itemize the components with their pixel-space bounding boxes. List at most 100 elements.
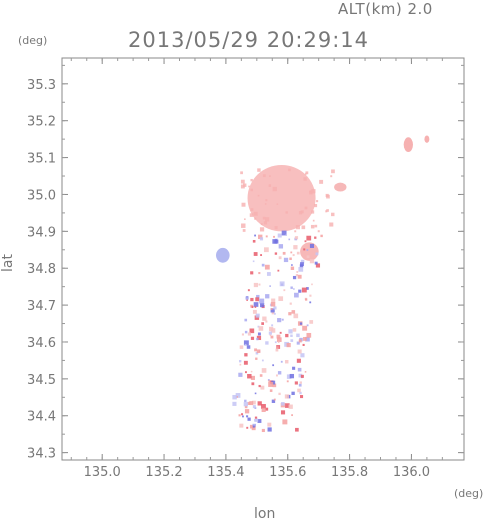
echo-speckle <box>293 245 298 250</box>
echo-speckle <box>259 237 264 241</box>
echo-speckle <box>239 423 244 428</box>
echo-speckle <box>261 263 265 267</box>
echo-speckle <box>299 381 302 384</box>
echo-speckle <box>251 306 254 309</box>
echo-speckle <box>288 329 293 334</box>
echo-speckle <box>311 189 316 194</box>
echo-speckle <box>290 266 295 270</box>
echo-speckle <box>273 306 277 310</box>
echo-speckle <box>286 380 289 383</box>
echo-speckle <box>294 381 298 385</box>
echo-speckle <box>277 341 280 344</box>
echo-speckle <box>254 348 257 352</box>
echo-speckle <box>331 212 335 217</box>
echo-speckle <box>298 339 302 343</box>
echo-speckle <box>254 418 257 422</box>
echo-speckle <box>302 325 308 331</box>
echo-speckle <box>280 360 283 363</box>
echo-speckle <box>299 391 302 395</box>
echo-speckle <box>257 168 261 172</box>
echo-speckle <box>288 168 291 172</box>
echo-speckle <box>257 194 260 197</box>
echo-speckle <box>304 206 308 210</box>
echo-speckle <box>309 294 312 297</box>
echo-speckle <box>281 402 285 406</box>
y-tick-label: 34.6 <box>27 336 56 351</box>
echo-speckle <box>283 257 289 263</box>
echo-speckle <box>306 332 312 338</box>
west-patch <box>215 247 230 263</box>
echo-speckle <box>254 234 257 237</box>
echo-speckle <box>258 384 261 388</box>
echo-speckle <box>258 283 261 286</box>
y-tick-label: 34.9 <box>27 225 56 240</box>
echo-speckle <box>268 380 271 382</box>
echo-speckle <box>326 209 329 212</box>
echo-speckle <box>270 335 274 339</box>
echo-speckle <box>292 328 297 332</box>
echo-speckle <box>305 171 309 175</box>
echo-speckle <box>267 379 270 381</box>
echo-speckle <box>259 374 263 377</box>
echo-speckle <box>279 281 285 287</box>
echo-speckle <box>242 415 244 418</box>
echo-speckle <box>241 202 246 207</box>
echo-speckle <box>305 336 310 342</box>
echo-speckle <box>259 298 265 304</box>
echo-speckle <box>252 425 255 428</box>
echo-speckle <box>292 366 296 370</box>
echo-speckle <box>245 296 249 300</box>
echo-speckle <box>294 230 297 233</box>
x-tick-label: 135.6 <box>269 465 306 480</box>
echo-speckle <box>242 229 246 232</box>
echo-speckle <box>313 204 318 208</box>
echo-speckle <box>244 218 246 220</box>
echo-speckle <box>268 184 272 187</box>
echo-speckle <box>284 394 289 399</box>
echo-speckle <box>293 288 295 290</box>
echo-speckle <box>298 211 303 215</box>
echo-speckle <box>271 324 274 327</box>
echo-speckle <box>302 337 307 341</box>
echo-speckle <box>240 179 245 184</box>
ne-patch-2 <box>424 135 430 143</box>
y-tick-label: 34.8 <box>27 262 56 277</box>
echo-speckle <box>268 326 274 332</box>
y-tick-label: 35.0 <box>27 188 56 203</box>
echo-speckle <box>248 185 250 188</box>
echo-speckle <box>239 363 242 366</box>
echo-speckle <box>309 320 314 324</box>
echo-speckle <box>269 175 271 177</box>
echo-speckle <box>257 419 262 423</box>
y-tick-label: 34.5 <box>27 373 56 388</box>
ne-patch-3 <box>334 182 347 192</box>
echo-speckle <box>306 235 312 241</box>
y-tick-label: 34.4 <box>27 410 56 425</box>
echo-speckle <box>247 289 250 292</box>
echo-speckle <box>268 331 272 335</box>
echo-speckle <box>301 287 307 293</box>
y-tick-label: 35.2 <box>27 115 56 130</box>
echo-speckle <box>297 349 302 354</box>
echo-speckle <box>284 403 290 408</box>
echo-speckle <box>319 179 324 184</box>
echo-speckle <box>232 401 237 406</box>
echo-speckle <box>239 345 244 349</box>
echo-speckle <box>277 269 280 272</box>
echo-speckle <box>302 343 305 347</box>
y-unit-label: (deg) <box>18 34 48 47</box>
echo-speckle <box>241 223 246 228</box>
echo-speckle <box>281 318 284 321</box>
echo-speckle <box>244 318 248 322</box>
echo-speckle <box>285 360 289 364</box>
echo-speckle <box>256 349 261 354</box>
echo-speckle <box>249 401 254 406</box>
echo-speckle <box>264 203 267 205</box>
echo-speckle <box>309 258 315 264</box>
echo-speckle <box>276 337 282 342</box>
echo-speckle <box>300 259 305 264</box>
echo-speckle <box>320 234 323 238</box>
echo-speckle <box>300 262 304 267</box>
echo-speckle <box>251 426 256 431</box>
echo-speckle <box>255 297 260 302</box>
